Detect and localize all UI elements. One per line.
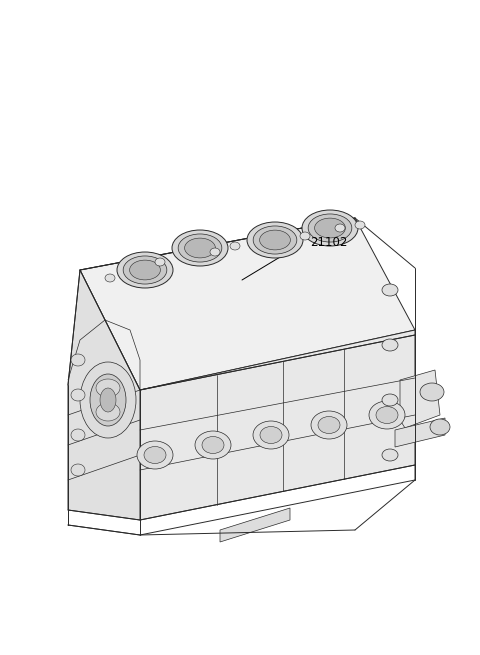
- Polygon shape: [80, 218, 415, 390]
- Polygon shape: [68, 270, 140, 520]
- Ellipse shape: [130, 260, 160, 280]
- Ellipse shape: [96, 403, 120, 421]
- Ellipse shape: [71, 354, 85, 366]
- Ellipse shape: [335, 224, 345, 232]
- Ellipse shape: [100, 388, 116, 412]
- Ellipse shape: [185, 238, 216, 258]
- Ellipse shape: [178, 234, 222, 262]
- Ellipse shape: [253, 421, 289, 449]
- Ellipse shape: [376, 407, 398, 424]
- Polygon shape: [140, 330, 415, 520]
- Ellipse shape: [302, 210, 358, 246]
- Ellipse shape: [123, 256, 167, 284]
- Ellipse shape: [71, 429, 85, 441]
- Ellipse shape: [137, 441, 173, 469]
- Ellipse shape: [355, 221, 365, 229]
- Ellipse shape: [172, 230, 228, 266]
- Ellipse shape: [318, 417, 340, 434]
- Polygon shape: [220, 508, 290, 542]
- Ellipse shape: [155, 258, 165, 266]
- Text: 21102: 21102: [310, 236, 348, 250]
- Ellipse shape: [430, 419, 450, 435]
- Ellipse shape: [80, 362, 136, 438]
- Ellipse shape: [230, 242, 240, 250]
- Ellipse shape: [308, 214, 352, 242]
- Polygon shape: [400, 370, 440, 428]
- Ellipse shape: [71, 389, 85, 401]
- Ellipse shape: [382, 394, 398, 406]
- Polygon shape: [395, 418, 445, 447]
- Ellipse shape: [420, 383, 444, 401]
- Ellipse shape: [369, 401, 405, 429]
- Ellipse shape: [105, 274, 115, 282]
- Ellipse shape: [247, 222, 303, 258]
- Ellipse shape: [90, 374, 126, 426]
- Ellipse shape: [300, 232, 310, 240]
- Ellipse shape: [260, 230, 290, 250]
- Ellipse shape: [71, 464, 85, 476]
- Ellipse shape: [144, 447, 166, 464]
- Ellipse shape: [260, 426, 282, 443]
- Ellipse shape: [382, 339, 398, 351]
- Ellipse shape: [117, 252, 173, 288]
- Ellipse shape: [96, 379, 120, 397]
- Ellipse shape: [382, 449, 398, 461]
- Ellipse shape: [311, 411, 347, 439]
- Ellipse shape: [253, 226, 297, 254]
- Ellipse shape: [210, 248, 220, 256]
- Ellipse shape: [382, 284, 398, 296]
- Ellipse shape: [202, 436, 224, 453]
- Ellipse shape: [195, 431, 231, 459]
- Ellipse shape: [314, 218, 346, 238]
